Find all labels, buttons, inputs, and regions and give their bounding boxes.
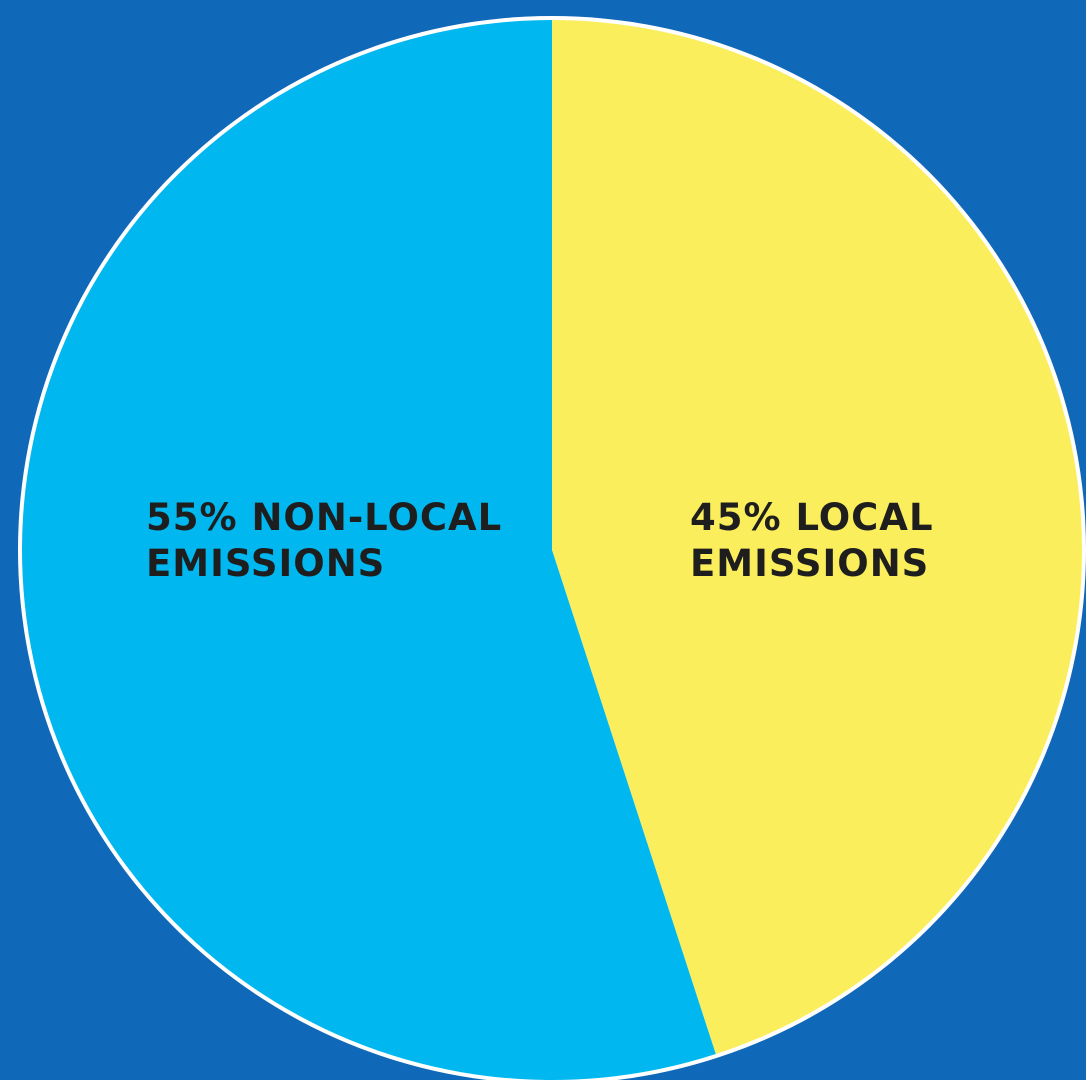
slice-label-0: 45% LOCAL EMISSIONS	[690, 496, 934, 585]
pie-slice-1	[22, 20, 716, 1080]
pie-slices	[22, 20, 1082, 1080]
slice-label-1: 55% NON-LOCAL EMISSIONS	[146, 496, 502, 585]
slice-label-line: EMISSIONS	[146, 542, 385, 585]
pie-slice-0	[552, 20, 1082, 1055]
slice-label-line: 45% LOCAL	[690, 496, 934, 539]
slice-label-line: EMISSIONS	[690, 542, 929, 585]
slice-label-line: 55% NON-LOCAL	[146, 496, 502, 539]
